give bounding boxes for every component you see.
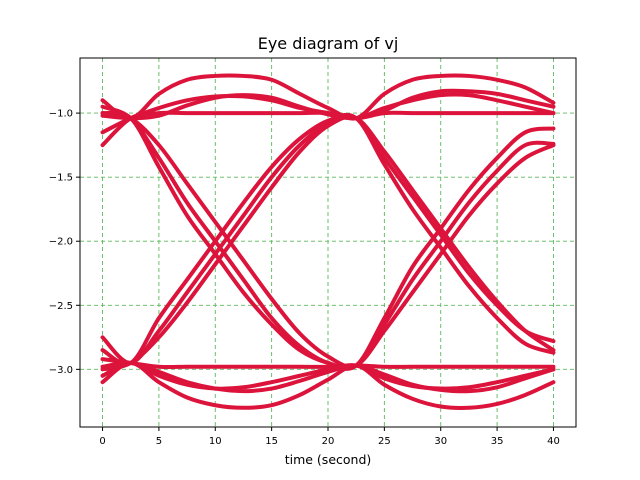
y-tick-label: −2.0 [49, 237, 73, 248]
y-axis-ticks: −3.0 −2.5 −2.0 −1.5 −1.0 [49, 109, 80, 376]
x-tick-label: 10 [209, 436, 222, 447]
x-axis-label: time (second) [285, 452, 372, 467]
series-line-8 [100, 113, 556, 365]
y-tick-label: −1.0 [49, 109, 73, 120]
series-line-9 [100, 112, 556, 366]
x-tick-label: 20 [322, 436, 335, 447]
y-tick-label: −2.5 [49, 301, 73, 312]
y-tick-label: −3.0 [49, 365, 73, 376]
series-line-14 [100, 360, 556, 394]
x-tick-label: 5 [156, 436, 162, 447]
y-tick-label: −1.5 [49, 173, 73, 184]
series-line-4 [100, 88, 556, 121]
series-line-7 [100, 111, 556, 369]
chart-title: Eye diagram of vj [258, 34, 399, 53]
series-line-6 [100, 110, 556, 371]
series-lines [100, 73, 556, 410]
series-line-10 [100, 114, 556, 372]
series-line-11 [100, 360, 556, 410]
x-tick-label: 15 [265, 436, 278, 447]
x-axis-ticks: 0 5 10 15 20 25 30 35 40 [99, 427, 560, 447]
x-tick-label: 40 [547, 436, 560, 447]
series-line-13 [100, 357, 556, 370]
series-line-1 [100, 73, 556, 121]
x-tick-label: 25 [378, 436, 391, 447]
x-tick-label: 0 [99, 436, 105, 447]
x-tick-label: 35 [491, 436, 504, 447]
series-line-12 [100, 360, 556, 391]
x-tick-label: 30 [434, 436, 447, 447]
